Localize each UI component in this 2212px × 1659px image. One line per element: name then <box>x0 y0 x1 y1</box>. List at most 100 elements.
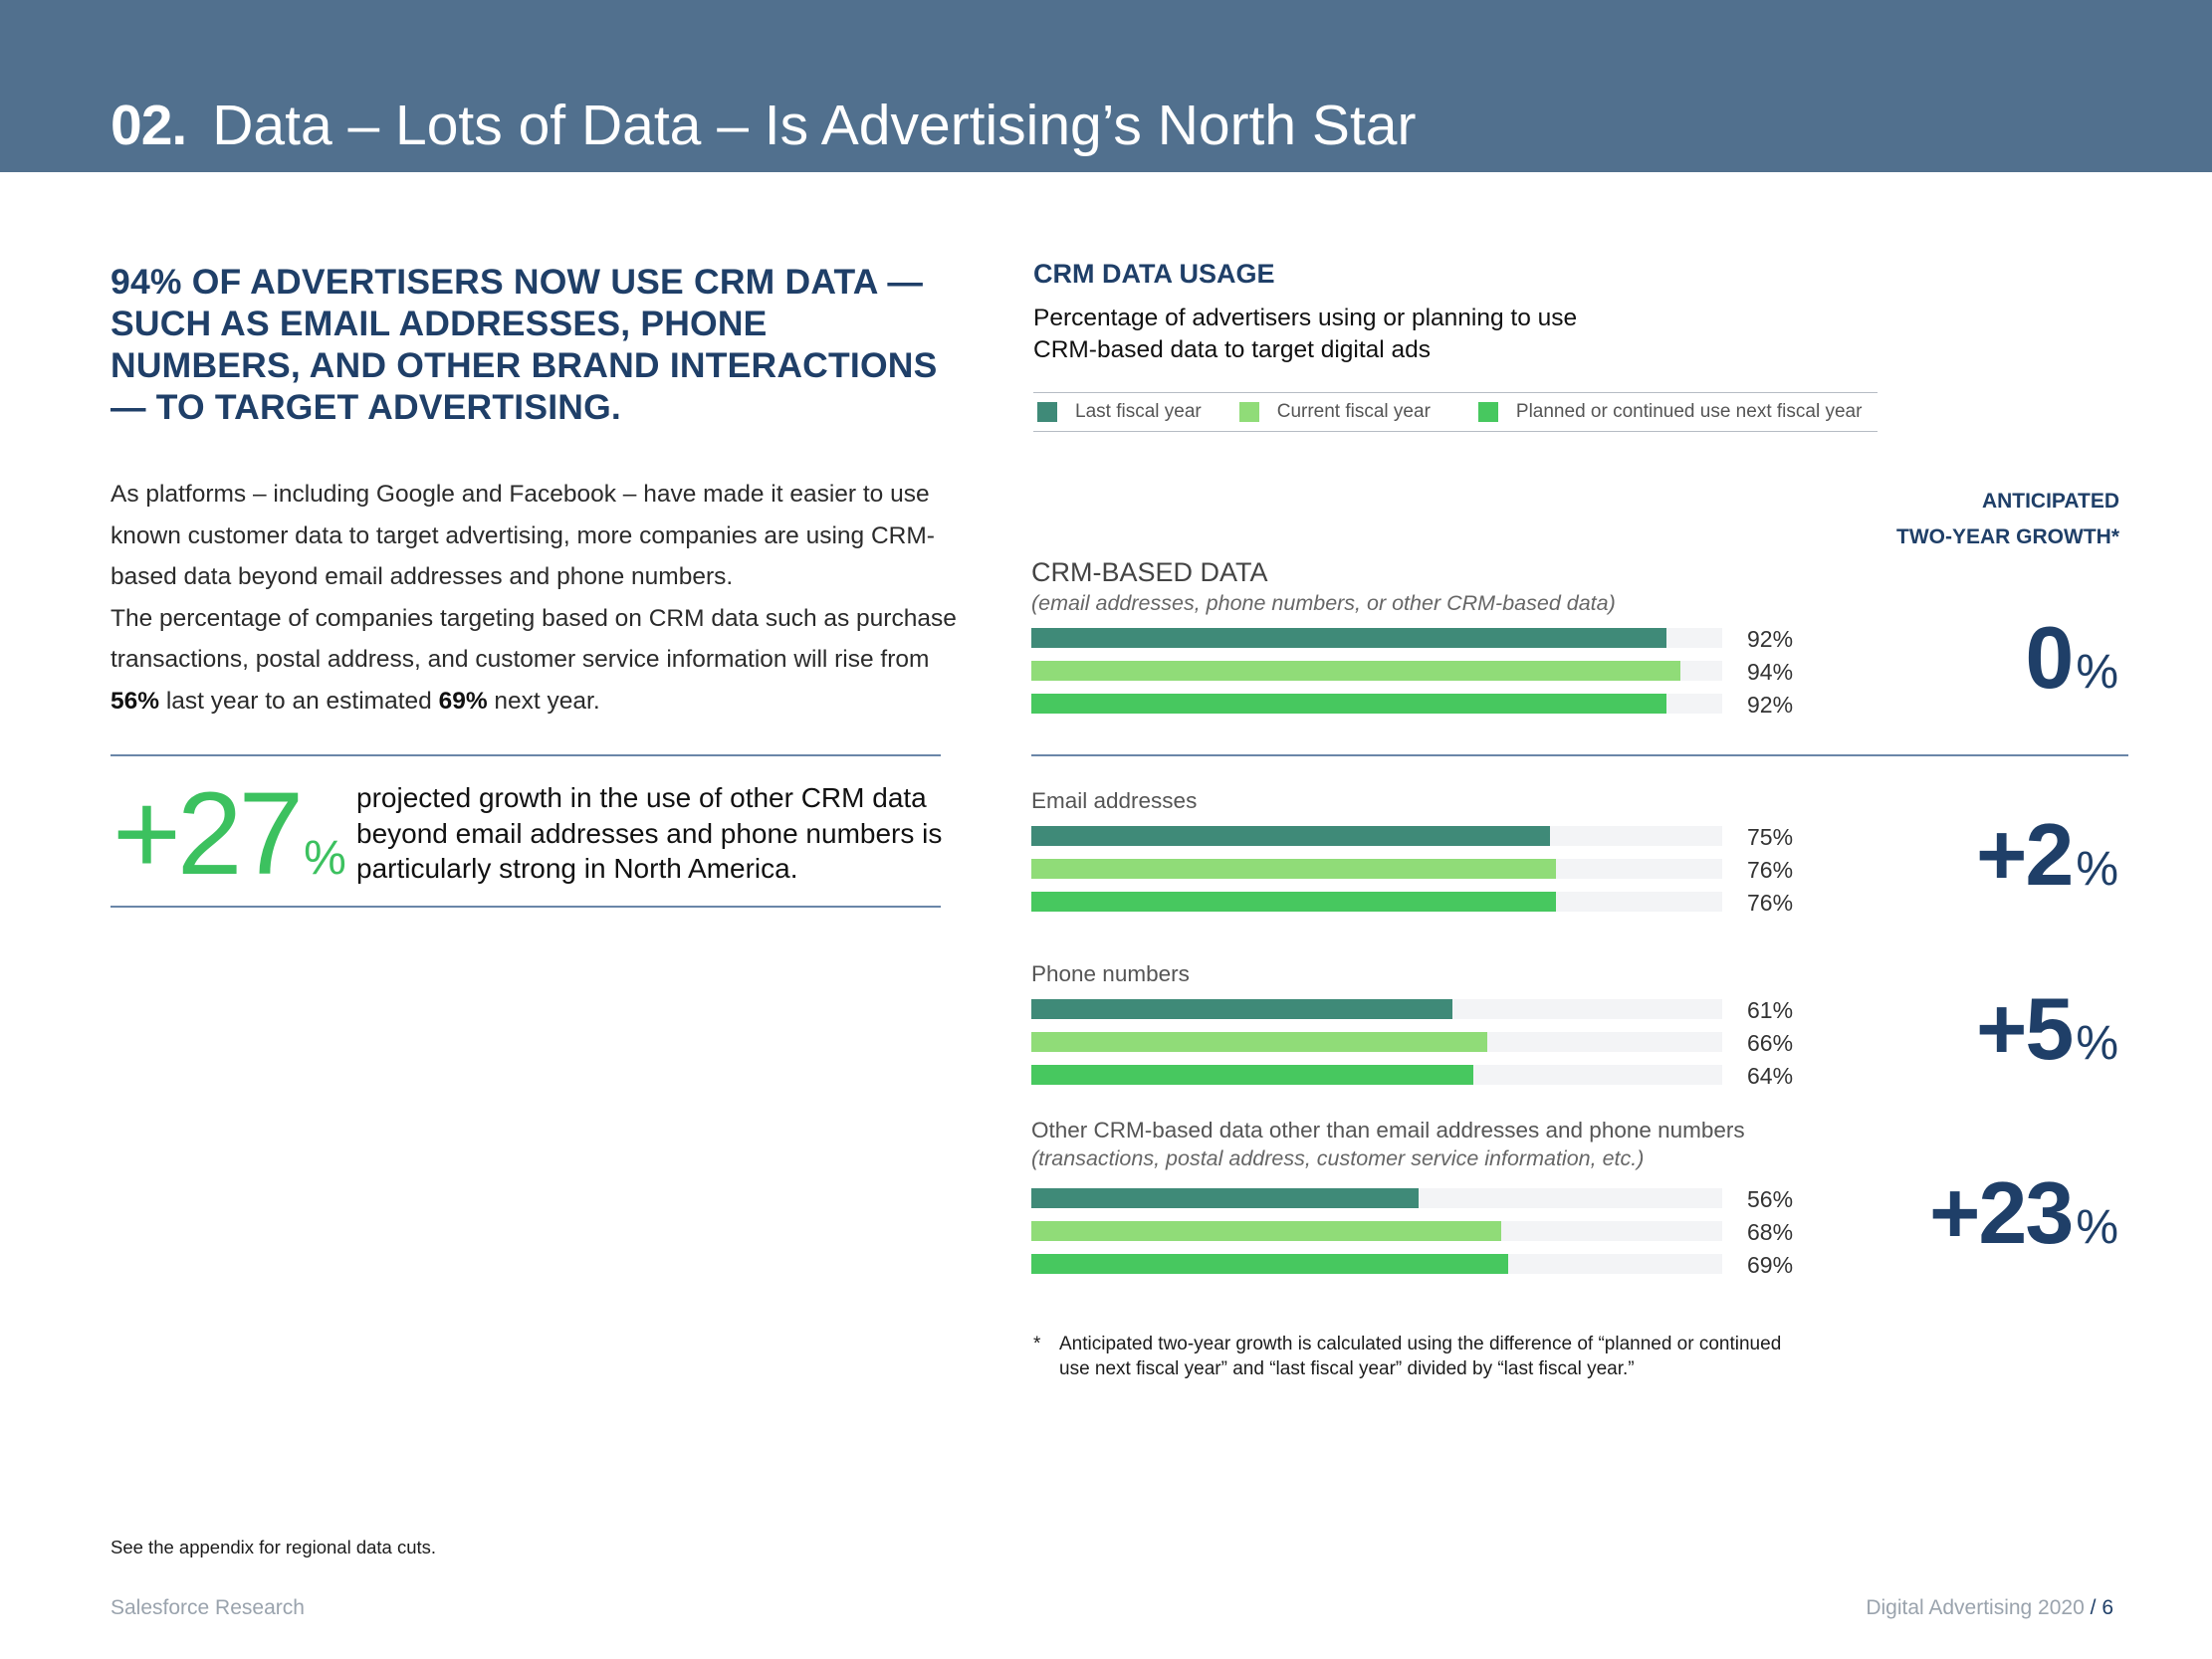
growth-unit: % <box>2076 843 2118 896</box>
appendix-note: See the appendix for regional data cuts. <box>111 1537 437 1557</box>
chart-subtitle: Percentage of advertisers using or plann… <box>1033 303 1631 366</box>
group-label-other-crm-data: Other CRM-based data other than email ad… <box>1031 1118 1745 1142</box>
growth-value: 0% <box>2025 607 2118 709</box>
bar-track <box>1031 1065 1722 1085</box>
bar <box>1031 999 1453 1019</box>
growth-number: +2 <box>1975 805 2074 904</box>
growth-value: +23% <box>1929 1162 2118 1264</box>
bar <box>1031 1221 1501 1241</box>
body-text-span: next year. <box>487 687 600 715</box>
stat-69: 69% <box>438 687 488 715</box>
growth-heading-line-2: TWO-YEAR GROWTH* <box>1896 525 2119 548</box>
bar-value-label: 56% <box>1747 1186 1794 1212</box>
divider-top <box>111 754 941 756</box>
growth-heading: ANTICIPATED TWO-YEAR GROWTH* <box>1821 484 2119 555</box>
stat-callout-number: +27% <box>112 774 346 919</box>
bar-track <box>1031 694 1722 714</box>
body-text-span: last year to an estimated <box>159 687 439 715</box>
legend-item-next-fiscal-year: Planned or continued use next fiscal yea… <box>1477 401 1863 423</box>
bar-track <box>1031 1032 1722 1052</box>
legend-label: Planned or continued use next fiscal yea… <box>1515 401 1863 422</box>
bar <box>1031 628 1667 648</box>
bar-track <box>1031 1221 1722 1241</box>
growth-number: +5 <box>1975 979 2074 1078</box>
bar <box>1031 1254 1508 1274</box>
bar <box>1031 694 1667 714</box>
chart-divider <box>1031 754 2128 756</box>
bar <box>1031 1032 1488 1052</box>
footnote-star: * <box>1033 1334 1041 1354</box>
growth-value: +5% <box>1976 978 2118 1080</box>
bar <box>1031 892 1557 912</box>
bar <box>1031 1188 1419 1208</box>
growth-unit: % <box>2076 1017 2118 1070</box>
legend-label: Current fiscal year <box>1276 401 1431 422</box>
bar-value-label: 76% <box>1747 857 1794 883</box>
stat-number: +27 <box>112 768 304 900</box>
stat-56: 56% <box>111 687 160 715</box>
bar-track <box>1031 628 1722 648</box>
growth-footnote: * Anticipated two-year growth is calcula… <box>1033 1332 1790 1381</box>
growth-value: +2% <box>1976 804 2118 906</box>
bar-track <box>1031 661 1722 681</box>
divider-bottom <box>111 906 941 908</box>
group-label-crm-based-data: CRM-BASED DATA <box>1031 557 1268 587</box>
bar-value-label: 92% <box>1747 626 1794 652</box>
group-sublabel-other-crm-data: (transactions, postal address, customer … <box>1031 1146 1645 1170</box>
bar <box>1031 1065 1474 1085</box>
body-text: As platforms – including Google and Face… <box>111 474 967 723</box>
bar-value-label: 61% <box>1747 997 1794 1023</box>
body-paragraph-1: As platforms – including Google and Face… <box>111 481 935 591</box>
bar-value-label: 76% <box>1747 890 1794 916</box>
growth-unit: % <box>2076 646 2118 699</box>
bar-track <box>1031 1188 1722 1208</box>
growth-unit: % <box>2076 1201 2118 1254</box>
section-number: 02. <box>111 94 187 157</box>
group-label-phone-numbers: Phone numbers <box>1031 961 1190 986</box>
body-paragraph-2: The percentage of companies targeting ba… <box>111 598 967 723</box>
growth-number: 0 <box>2025 608 2074 707</box>
bar <box>1031 661 1681 681</box>
header-band: 02. Data – Lots of Data – Is Advertising’… <box>0 0 2212 172</box>
footer-brand: Salesforce Research <box>111 1596 305 1619</box>
group-sublabel-crm-based-data: (email addresses, phone numbers, or othe… <box>1031 591 1616 615</box>
bar-value-label: 92% <box>1747 692 1794 718</box>
legend-swatch <box>1238 402 1259 422</box>
footnote-text: Anticipated two-year growth is calculate… <box>1059 1334 1782 1379</box>
bar <box>1031 826 1550 846</box>
footer-page-info: Digital Advertising 2020 / 6 <box>1866 1596 2113 1620</box>
page-number: 6 <box>2101 1596 2113 1619</box>
stat-callout-text: projected growth in the use of other CRM… <box>356 782 943 884</box>
legend-label: Last fiscal year <box>1075 401 1202 422</box>
headline: 94% of advertisers now use CRM data — su… <box>111 262 938 427</box>
bar-track <box>1031 826 1722 846</box>
legend-item-current-fiscal-year: Current fiscal year <box>1238 401 1431 423</box>
bar-track <box>1031 892 1722 912</box>
page-title: 02. Data – Lots of Data – Is Advertising’… <box>111 92 1416 159</box>
bar-value-label: 64% <box>1747 1063 1794 1089</box>
bar-track <box>1031 859 1722 879</box>
legend-swatch <box>1477 402 1498 422</box>
chart-subtitle-line-2: CRM-based data to target digital ads <box>1033 336 1432 363</box>
bar-track <box>1031 1254 1722 1274</box>
footer-report-title: Digital Advertising 2020 <box>1866 1596 2085 1619</box>
bar-track <box>1031 999 1722 1019</box>
stat-unit: % <box>304 832 346 885</box>
bar <box>1031 859 1557 879</box>
group-label-email-addresses: Email addresses <box>1031 788 1198 813</box>
bar-value-label: 75% <box>1747 824 1794 850</box>
bar-value-label: 69% <box>1747 1252 1794 1278</box>
chart-legend: Last fiscal year Current fiscal year Pla… <box>1033 392 1878 432</box>
growth-heading-line-1: ANTICIPATED <box>1981 490 2119 513</box>
legend-item-last-fiscal-year: Last fiscal year <box>1037 401 1202 423</box>
bar-value-label: 66% <box>1747 1030 1794 1056</box>
bar-value-label: 68% <box>1747 1219 1794 1245</box>
body-text-span: The percentage of companies targeting ba… <box>111 604 957 674</box>
chart-title: CRM DATA USAGE <box>1033 259 1275 289</box>
footer-separator: / <box>2090 1596 2097 1619</box>
chart-subtitle-line-1: Percentage of advertisers using or plann… <box>1033 305 1578 331</box>
section-title: Data – Lots of Data – Is Advertising’s N… <box>212 94 1417 157</box>
growth-number: +23 <box>1929 1163 2074 1262</box>
legend-swatch <box>1037 402 1057 422</box>
bar-value-label: 94% <box>1747 659 1794 685</box>
